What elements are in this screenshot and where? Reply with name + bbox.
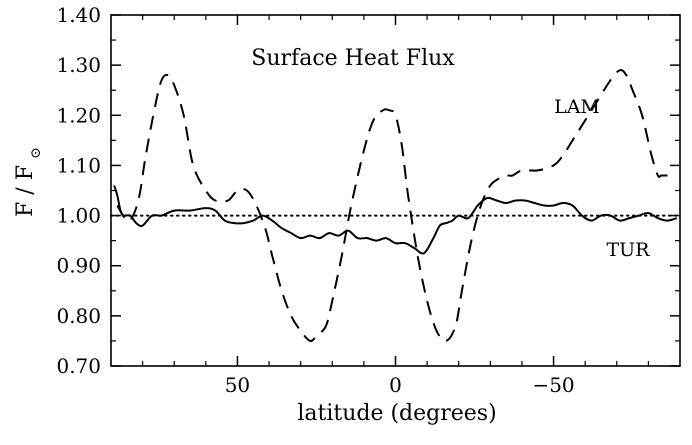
series-label-lam: LAM [554, 96, 600, 118]
tick-marks-group [111, 14, 680, 367]
series-line-lam [116, 69, 671, 343]
y-axis-title-subscript: ⊙ [28, 147, 44, 159]
y-tick-label: 0.80 [56, 304, 101, 328]
y-axis-title: F / F [13, 165, 38, 217]
y-tick-labels-group: 0.70 0.80 0.90 1.00 1.10 1.20 1.30 1.40 [56, 3, 101, 378]
y-axis-title-group: F / F [13, 165, 38, 217]
y-tick-label: 1.30 [56, 53, 101, 77]
y-axis-subscript-group: ⊙ [28, 147, 44, 159]
y-tick-label: 0.70 [56, 354, 101, 378]
x-tick-label: −50 [532, 373, 574, 397]
y-tick-label: 1.20 [56, 103, 101, 127]
x-tick-labels-group: 50 0 −50 [225, 373, 575, 397]
y-tick-label: 1.40 [56, 3, 101, 27]
x-axis-title: latitude (degrees) [297, 401, 496, 426]
series-group [113, 69, 678, 343]
chart-title: Surface Heat Flux [251, 46, 455, 71]
y-tick-label: 1.10 [56, 153, 101, 177]
x-tick-label: 0 [389, 373, 402, 397]
y-tick-label: 1.00 [56, 204, 101, 228]
series-line-tur [113, 185, 678, 255]
x-tick-label: 50 [225, 373, 250, 397]
y-tick-label: 0.90 [56, 254, 101, 278]
series-label-tur: TUR [607, 239, 651, 261]
